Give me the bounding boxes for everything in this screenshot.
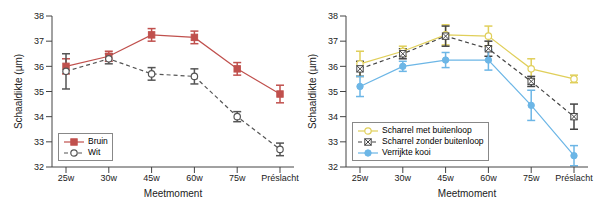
svg-text:37: 37 <box>34 36 44 46</box>
svg-text:60w: 60w <box>186 173 203 183</box>
svg-text:Schaaldikte (µm): Schaaldikte (µm) <box>13 54 24 129</box>
svg-text:37: 37 <box>328 36 338 46</box>
svg-text:34: 34 <box>34 112 44 122</box>
html-text:Bruin: Bruin <box>88 136 108 146</box>
html-text:Scharrel zonder buitenloop: Scharrel zonder buitenloop <box>382 136 484 146</box>
svg-text:35: 35 <box>34 87 44 97</box>
svg-text:30w: 30w <box>395 173 412 183</box>
svg-text:33: 33 <box>328 137 338 147</box>
svg-text:Meetmoment: Meetmoment <box>438 188 497 199</box>
svg-text:34: 34 <box>328 112 338 122</box>
svg-text:32: 32 <box>328 162 338 172</box>
svg-text:30w: 30w <box>101 173 118 183</box>
svg-text:33: 33 <box>34 137 44 147</box>
svg-text:45w: 45w <box>437 173 454 183</box>
svg-text:Meetmoment: Meetmoment <box>144 188 203 199</box>
svg-text:Préslacht: Préslacht <box>261 173 299 183</box>
html-text:Wit: Wit <box>88 147 101 157</box>
svg-text:75w: 75w <box>523 173 540 183</box>
svg-text:38: 38 <box>34 11 44 21</box>
svg-text:38: 38 <box>328 11 338 21</box>
svg-text:Schaaldikte (µm): Schaaldikte (µm) <box>307 54 318 129</box>
svg-text:35: 35 <box>328 87 338 97</box>
svg-text:Préslacht: Préslacht <box>555 173 593 183</box>
svg-text:75w: 75w <box>229 173 246 183</box>
svg-text:25w: 25w <box>352 173 369 183</box>
svg-text:25w: 25w <box>58 173 75 183</box>
html-text:Verrijkte kooi: Verrijkte kooi <box>382 147 431 157</box>
html-text:Scharrel met buitenloop: Scharrel met buitenloop <box>382 125 472 135</box>
svg-text:60w: 60w <box>480 173 497 183</box>
svg-text:36: 36 <box>328 62 338 72</box>
svg-text:36: 36 <box>34 62 44 72</box>
svg-text:32: 32 <box>34 162 44 172</box>
svg-text:45w: 45w <box>143 173 160 183</box>
